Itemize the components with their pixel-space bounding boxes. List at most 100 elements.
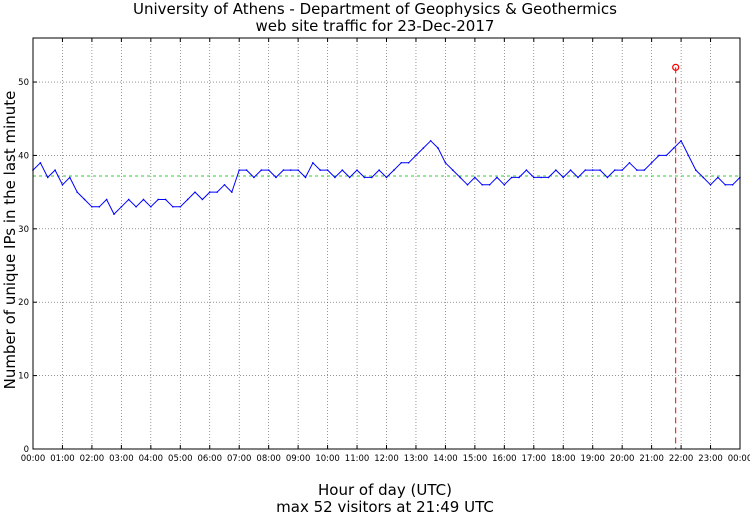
chart-subtitle: web site traffic for 23-Dec-2017	[255, 17, 495, 35]
traffic-data-point	[91, 206, 93, 208]
traffic-data-point	[39, 161, 42, 164]
y-tick-label: 50	[18, 78, 29, 88]
traffic-data-point	[223, 183, 226, 186]
traffic-data-point	[459, 176, 461, 179]
traffic-data-point	[363, 176, 366, 179]
traffic-data-point	[680, 139, 682, 142]
traffic-data-point	[201, 198, 204, 201]
max-annotation: max 52 visitors at 21:49 UTC	[276, 498, 494, 516]
traffic-data-point	[665, 154, 668, 157]
traffic-data-point	[253, 176, 255, 179]
traffic-data-point	[422, 147, 425, 149]
traffic-data-point	[525, 169, 528, 171]
traffic-data-point	[614, 169, 616, 171]
traffic-data-point	[709, 183, 712, 186]
traffic-data-point	[400, 161, 403, 164]
traffic-data-point	[429, 139, 432, 142]
y-tick-label: 20	[18, 298, 29, 308]
traffic-data-point	[150, 206, 152, 208]
traffic-data-point	[650, 161, 653, 164]
traffic-data-point	[577, 176, 579, 179]
traffic-data-point	[282, 169, 285, 171]
traffic-data-point	[636, 169, 638, 171]
traffic-data-point	[98, 206, 101, 208]
traffic-data-point	[591, 169, 594, 171]
x-tick-label: 00:00	[21, 454, 46, 464]
traffic-data-point	[326, 169, 329, 171]
x-tick-label: 20:00	[610, 454, 635, 464]
traffic-data-point	[356, 169, 358, 171]
traffic-data-point	[157, 198, 159, 201]
traffic-data-point	[341, 169, 344, 171]
x-tick-label: 02:00	[80, 454, 105, 464]
traffic-data-point	[54, 169, 56, 171]
traffic-data-point	[267, 169, 270, 171]
traffic-data-point	[658, 154, 660, 157]
traffic-data-point	[518, 176, 520, 179]
traffic-data-point	[69, 176, 71, 179]
traffic-data-point	[547, 176, 550, 179]
traffic-data-point	[466, 183, 469, 186]
x-tick-label: 07:00	[227, 454, 252, 464]
traffic-data-point	[348, 176, 351, 179]
chart-title: University of Athens - Department of Geo…	[133, 0, 617, 18]
traffic-data-point	[238, 169, 241, 171]
max-marker-point	[672, 63, 680, 71]
traffic-data-point	[599, 169, 601, 171]
x-tick-label: 08:00	[256, 454, 281, 464]
x-tick-label: 01:00	[50, 454, 75, 464]
traffic-data-point	[695, 169, 697, 171]
traffic-data-point	[621, 169, 623, 171]
x-tick-label: 21:00	[639, 454, 664, 464]
traffic-data-point	[393, 169, 395, 171]
traffic-data-point	[555, 169, 557, 171]
traffic-data-point	[606, 176, 609, 179]
reference-lines	[33, 63, 740, 449]
traffic-data-point	[562, 176, 565, 179]
x-tick-label: 10:00	[315, 454, 340, 464]
traffic-data-point	[231, 191, 233, 193]
x-tick-label: 22:00	[669, 454, 694, 464]
y-tick-label: 30	[18, 225, 29, 235]
traffic-data-point	[61, 183, 64, 186]
x-tick-label: 03:00	[109, 454, 134, 464]
traffic-data-point	[194, 191, 196, 193]
traffic-data-point	[289, 169, 292, 171]
traffic-data-point	[702, 176, 704, 179]
x-tick-label: 05:00	[168, 454, 193, 464]
traffic-data-point	[532, 176, 535, 179]
traffic-data-point	[142, 198, 145, 201]
x-tick-label: 09:00	[286, 454, 311, 464]
traffic-data-point	[312, 161, 314, 164]
traffic-data-point	[503, 183, 506, 186]
series-layer	[32, 139, 741, 215]
x-tick-label: 00:00	[728, 454, 750, 464]
traffic-data-point	[105, 198, 108, 201]
x-tick-label: 23:00	[698, 454, 723, 464]
traffic-data-point	[628, 161, 631, 164]
traffic-data-point	[474, 176, 476, 179]
y-tick-label: 0	[24, 445, 29, 455]
x-axis-label: Hour of day (UTC)	[318, 481, 452, 499]
x-tick-label: 16:00	[492, 454, 517, 464]
traffic-data-point	[378, 169, 380, 171]
x-tick-label: 11:00	[345, 454, 370, 464]
traffic-data-point	[687, 154, 690, 157]
traffic-data-point	[481, 183, 484, 186]
traffic-data-point	[83, 198, 86, 201]
traffic-data-point	[113, 213, 115, 215]
plot-border	[32, 37, 741, 450]
traffic-data-point	[172, 206, 174, 208]
traffic-data-point	[643, 169, 646, 171]
y-tick-label: 10	[18, 372, 29, 382]
traffic-data-point	[717, 176, 719, 179]
y-tick-label: 40	[18, 151, 29, 161]
traffic-data-point	[584, 169, 587, 171]
traffic-data-point	[275, 176, 277, 179]
traffic-data-point	[334, 176, 336, 179]
x-tick-label: 12:00	[374, 454, 399, 464]
traffic-data-point	[731, 183, 734, 186]
x-tick-label: 19:00	[580, 454, 605, 464]
traffic-data-point	[120, 206, 123, 208]
traffic-data-point	[415, 154, 417, 157]
